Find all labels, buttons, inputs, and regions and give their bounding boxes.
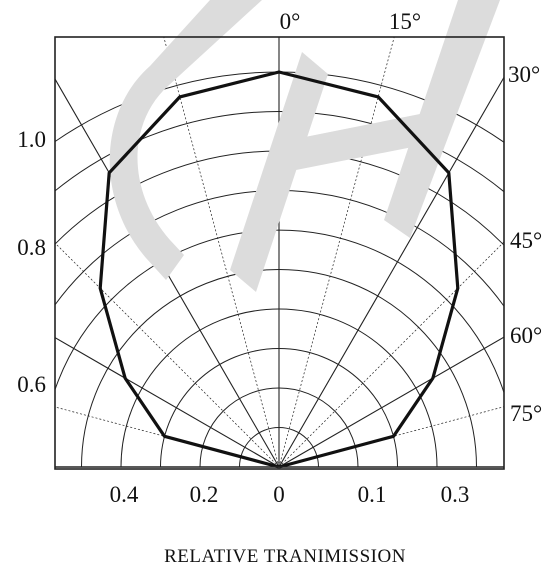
angle-label: 15° [389,9,421,34]
x-tick-label: 0.4 [110,482,139,507]
grid-spoke [278,336,504,468]
angle-label: 45° [510,228,542,253]
labels-layer: 0° 15° 30° 45° 60° 75° 0.4 0.2 0 0.1 0.3 1.0 0.8 0.6 [17,9,542,507]
watermark-c-shape [109,0,262,280]
x-axis-title: RELATIVE TRANIMISSION [164,546,406,567]
grid-spoke [278,76,504,468]
y-tick-label: 1.0 [17,127,46,152]
watermark-h-shape-left [230,52,328,292]
y-tick-label: 0.8 [17,235,46,260]
angle-label: 75° [510,401,542,426]
angle-label: 60° [510,323,542,348]
x-tick-label: 0.1 [358,482,387,507]
grid-spoke [163,37,280,468]
grid-spoke [278,241,504,468]
watermark-h-shape-right [384,0,500,238]
grid-ring [55,190,504,308]
watermark [109,0,500,292]
grid-spoke [55,337,280,468]
plot-frame [54,36,505,470]
x-tick-label: 0.2 [190,482,219,507]
y-tick-label: 0.6 [17,372,46,397]
grid-spoke [278,37,395,468]
x-tick-label: 0.3 [441,482,470,507]
x-tick-label: 0 [273,482,285,507]
angle-label: 30° [508,62,540,87]
angle-label: 0° [280,9,301,34]
series-layer [98,70,460,469]
